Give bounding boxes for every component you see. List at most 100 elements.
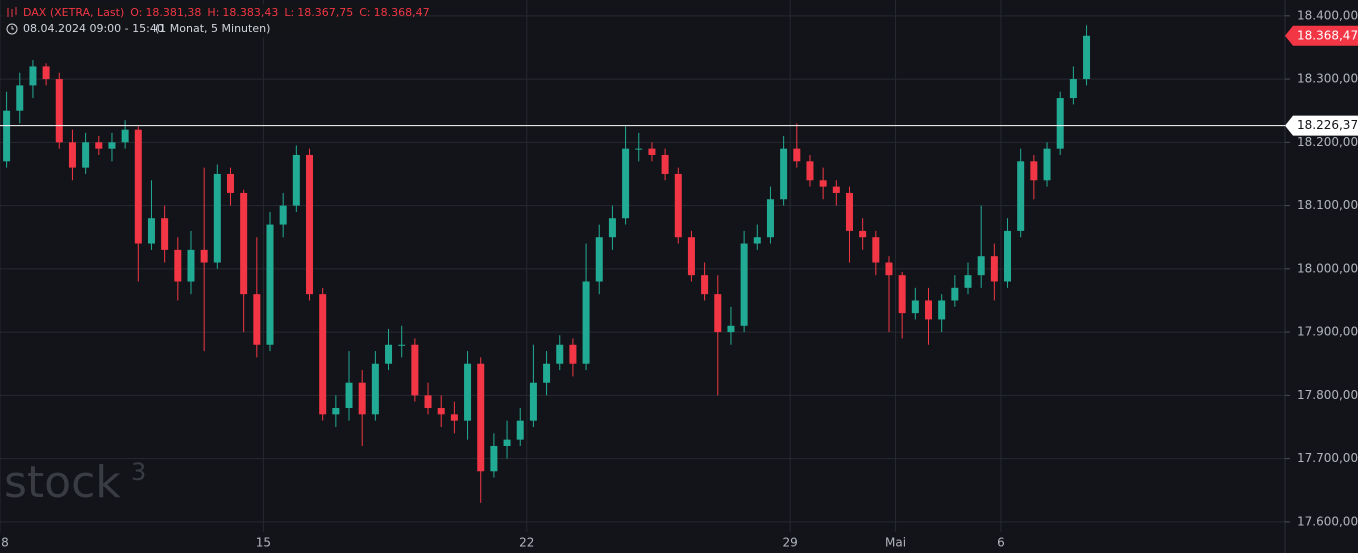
candle-body: [161, 218, 169, 250]
candle-body: [898, 275, 906, 314]
candle-body: [503, 439, 511, 446]
y-tick-label: 18.400,00: [1297, 8, 1358, 22]
candle-body: [766, 199, 774, 238]
candle-body: [121, 129, 129, 143]
last-price-tag: [1285, 25, 1358, 46]
candle-body: [187, 249, 195, 282]
legend-box: [2, 4, 394, 38]
candle-body: [345, 382, 353, 409]
candle-body: [793, 148, 801, 162]
candle-body: [859, 230, 867, 238]
header-line: DAX (XETRA, Last) O: 18.381,38 H: 18.383,43 L…: [23, 6, 430, 19]
candle-body: [543, 363, 551, 383]
candle-body: [595, 237, 603, 282]
candle-body: [608, 218, 616, 238]
ohlc-key: C:: [359, 6, 370, 19]
candle-body: [319, 294, 327, 415]
watermark: stock: [4, 457, 121, 508]
candle-body: [200, 249, 208, 263]
candle-body: [411, 344, 419, 396]
candle-body: [371, 363, 379, 415]
candle-body: [134, 129, 142, 244]
candle-body: [780, 148, 788, 200]
candle-body: [174, 249, 182, 282]
level-tag: [1285, 115, 1358, 136]
ohlc-key: O:: [130, 6, 142, 19]
candle-body: [938, 300, 946, 320]
x-tick-label: 8: [1, 536, 9, 550]
candle-body: [819, 180, 827, 187]
candle-body: [1083, 35, 1091, 80]
candle-body: [292, 154, 300, 206]
candle-body: [674, 173, 682, 238]
candle-body: [977, 256, 985, 276]
header-range: 08.04.2024 09:00 - 15:40: [23, 22, 164, 35]
symbol: DAX (XETRA, Last): [23, 6, 124, 19]
candle-body: [529, 382, 537, 421]
candle-body: [687, 237, 695, 276]
candle-body: [845, 192, 853, 231]
ohlc-value: 18.381,38: [145, 6, 201, 19]
candle-body: [240, 192, 248, 295]
candle-body: [147, 218, 155, 244]
candle-body: [1004, 230, 1012, 282]
candle-body: [424, 395, 432, 409]
candle-body: [1017, 161, 1025, 231]
candle-body: [95, 142, 103, 149]
candle-body: [648, 148, 656, 155]
candle-body: [82, 142, 90, 168]
candle-body: [806, 161, 814, 181]
y-tick-label: 18.000,00: [1297, 261, 1358, 275]
candle-body: [266, 224, 274, 345]
candle-body: [569, 344, 577, 364]
candle-body: [832, 186, 840, 193]
candle-body: [385, 344, 393, 364]
x-tick-label: 15: [256, 536, 271, 550]
candle-body: [464, 363, 472, 421]
candle-body: [925, 300, 932, 320]
candle-body: [1056, 98, 1064, 149]
candle-body: [279, 205, 287, 225]
candle-body: [556, 344, 564, 364]
candle-body: [108, 142, 116, 149]
candle-body: [714, 294, 722, 333]
x-tick-label: 29: [783, 536, 798, 550]
candle-body: [253, 294, 261, 345]
candle-body: [885, 262, 893, 276]
candle-body: [398, 344, 406, 346]
y-tick-label: 17.600,00: [1297, 514, 1358, 528]
y-tick-label: 18.100,00: [1297, 198, 1358, 212]
x-tick-label: 22: [519, 536, 534, 550]
ohlc-key: H:: [207, 6, 219, 19]
candle-body: [358, 382, 366, 415]
candle-body: [68, 142, 76, 168]
watermark-sup: 3: [131, 458, 146, 486]
header-interval: (1 Monat, 5 Minuten): [155, 22, 270, 35]
ohlc-value: 18.367,75: [297, 6, 353, 19]
candle-body: [226, 173, 234, 193]
x-tick-label: Mai: [885, 536, 906, 550]
candle-body: [450, 414, 458, 421]
candle-body: [1069, 79, 1077, 99]
candle-body: [661, 154, 669, 174]
candle-body: [306, 154, 314, 295]
candle-body: [990, 256, 998, 282]
candle-body: [490, 445, 498, 472]
candle-body: [911, 300, 919, 314]
y-tick-label: 18.200,00: [1297, 135, 1358, 149]
candle-body: [701, 275, 709, 295]
ohlc-key: L:: [284, 6, 294, 19]
candle-body: [16, 85, 24, 111]
candle-body: [872, 237, 880, 263]
candle-body: [964, 275, 972, 288]
last-price-label: 18.368,47: [1297, 28, 1358, 42]
candle-body: [582, 281, 590, 364]
candle-body: [740, 243, 748, 326]
candle-body: [42, 66, 50, 80]
symbol-icon: [7, 7, 17, 17]
level-label: 18.226,37: [1297, 118, 1358, 132]
y-tick-label: 18.300,00: [1297, 72, 1358, 86]
ohlc-value: 18.368,47: [374, 6, 430, 19]
